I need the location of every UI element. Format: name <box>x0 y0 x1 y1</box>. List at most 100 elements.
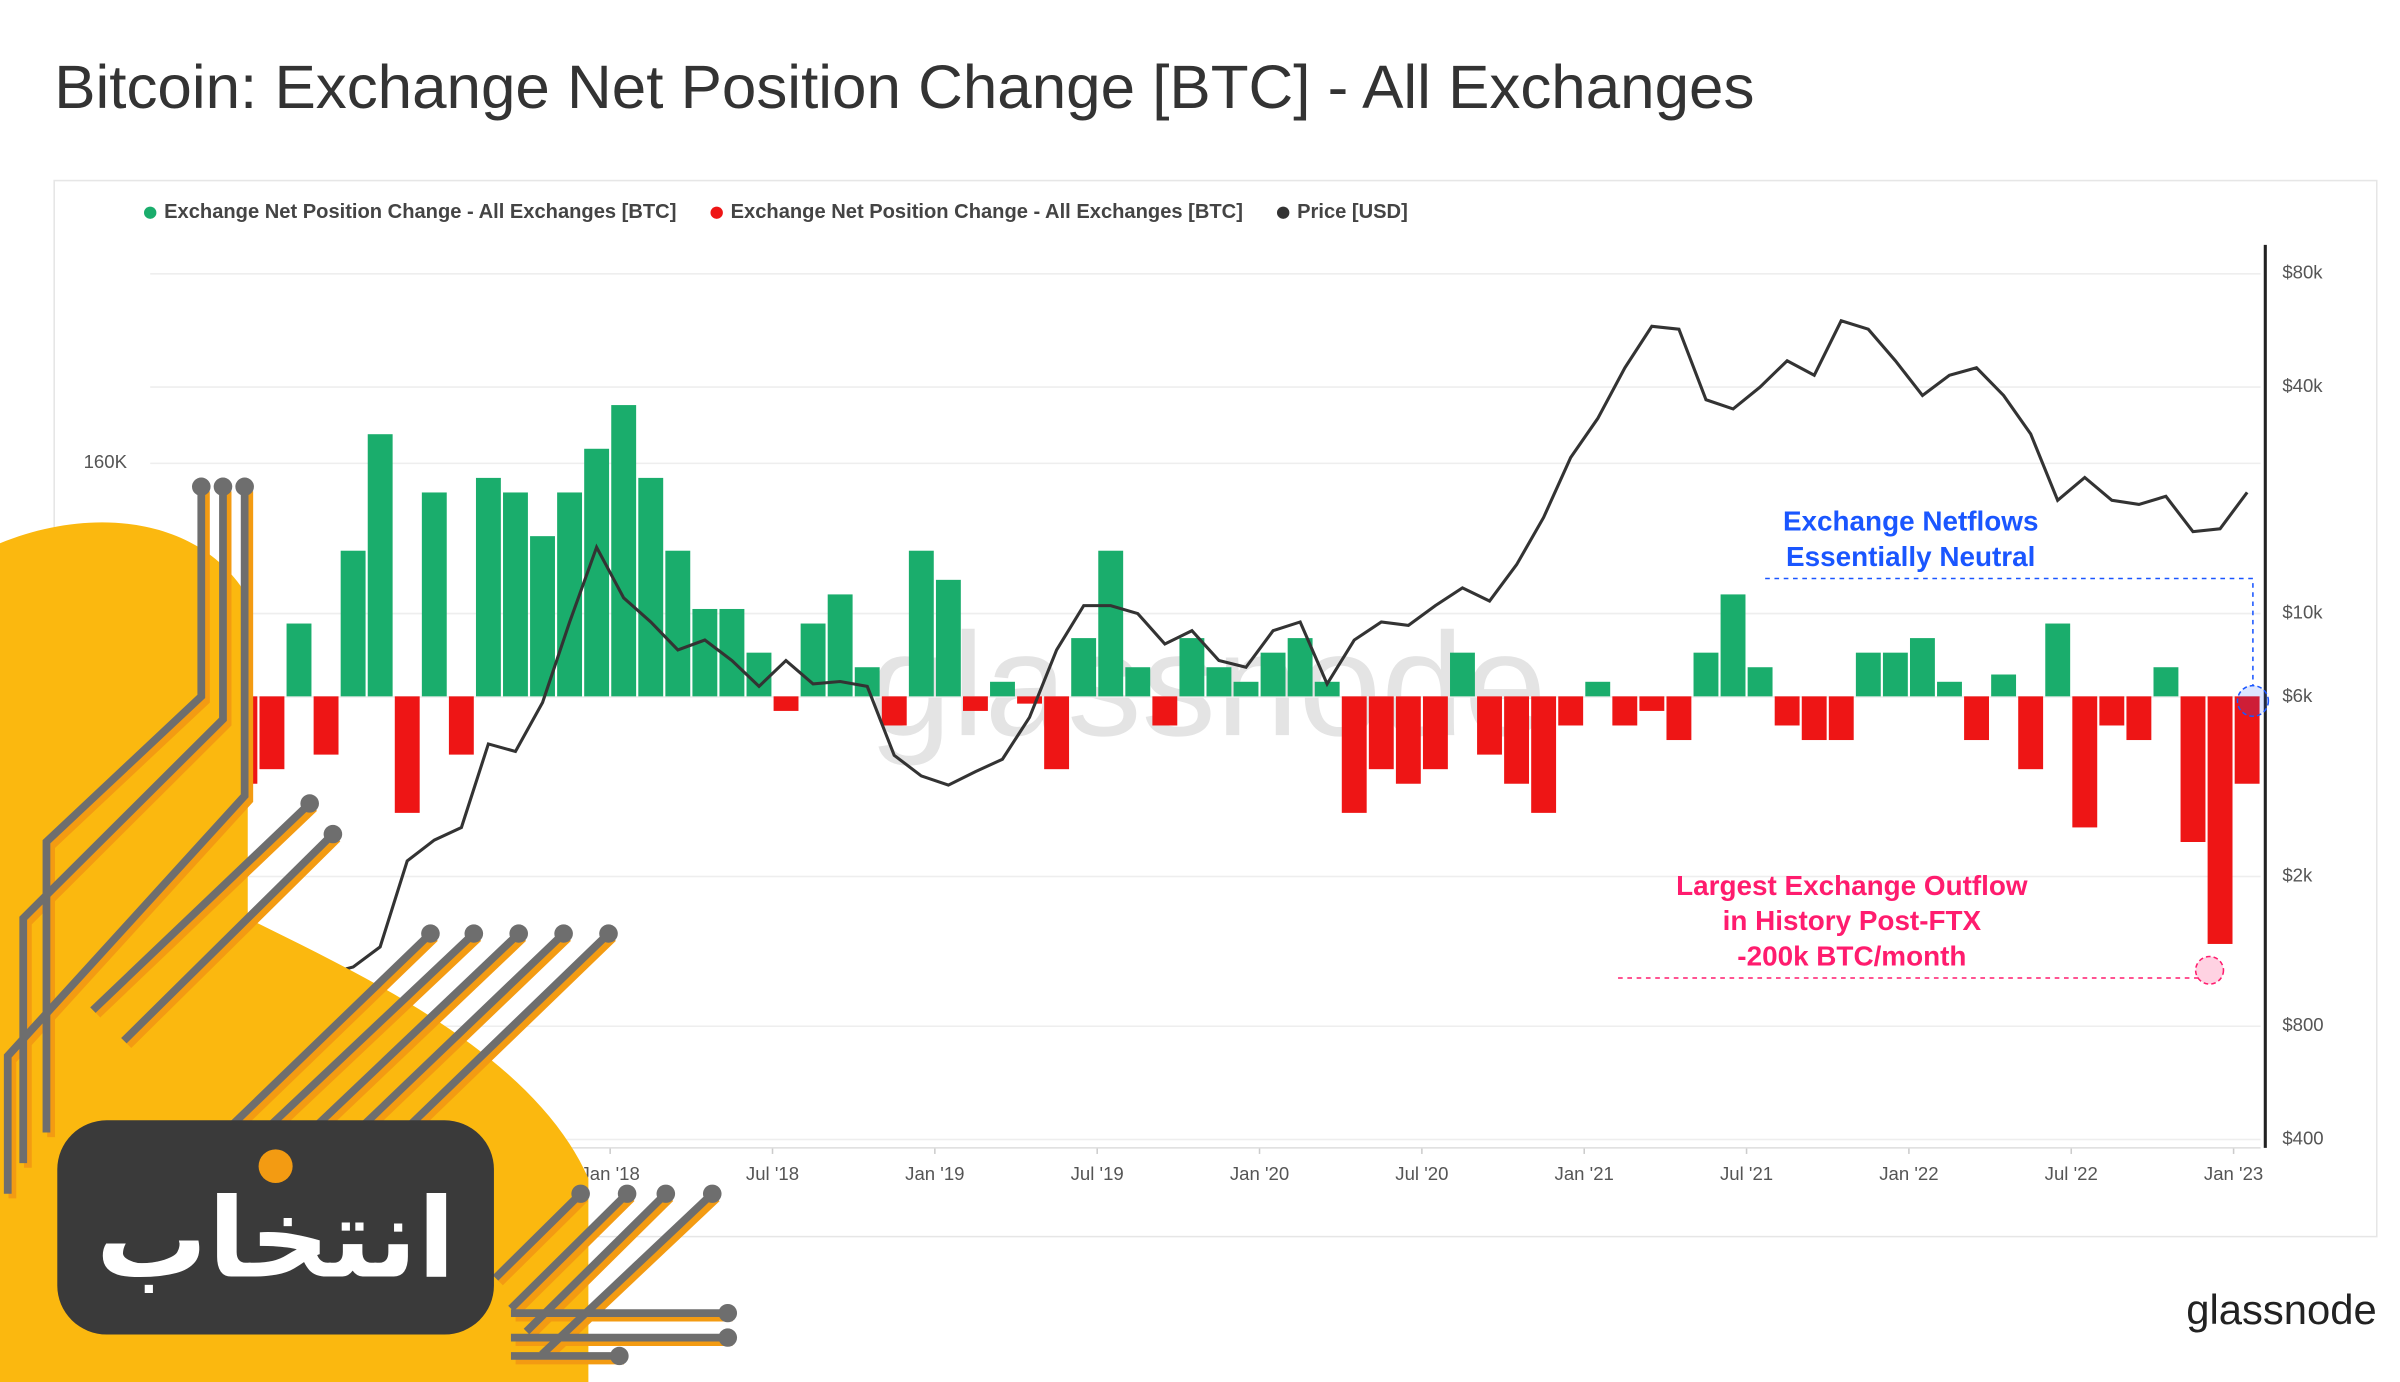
bar <box>2018 696 2044 770</box>
x-tick-label: Jan '20 <box>1230 1163 1289 1184</box>
bar <box>1531 696 1557 813</box>
bar <box>1991 674 2017 697</box>
bar <box>1855 652 1881 697</box>
bar <box>1558 696 1584 726</box>
bar <box>2153 667 2179 697</box>
bar <box>935 579 961 697</box>
bar <box>908 550 934 697</box>
bar <box>1585 681 1611 697</box>
y2-tick-label: $40k <box>2282 375 2323 396</box>
bar <box>1477 696 1502 755</box>
bar <box>1098 550 1124 697</box>
bar <box>1179 638 1205 697</box>
annotation-marker <box>2194 955 2225 985</box>
overlay-coin <box>258 1149 293 1184</box>
bar <box>611 405 637 697</box>
bar <box>2099 696 2125 726</box>
bar <box>638 477 664 697</box>
x-tick-label: Jul '20 <box>1395 1163 1448 1184</box>
x-tick-label: Jan '23 <box>2204 1163 2263 1184</box>
annotation: Essentially Neutral <box>1786 541 2035 572</box>
x-tick-label: Jul '19 <box>1071 1163 1124 1184</box>
legend-label: Exchange Net Position Change - All Excha… <box>164 201 676 223</box>
bar <box>286 623 312 697</box>
legend-swatch <box>710 206 723 219</box>
x-tick-label: Jul '22 <box>2045 1163 2098 1184</box>
bar <box>1828 696 1854 741</box>
bar <box>2072 696 2098 828</box>
bar <box>990 681 1015 697</box>
bar <box>421 492 447 697</box>
bar <box>448 696 474 755</box>
bar <box>1368 696 1394 770</box>
bar <box>1071 638 1097 697</box>
bar <box>665 550 691 697</box>
x-tick-label: Jan '18 <box>581 1163 640 1184</box>
x-tick-label: Jan '22 <box>1879 1163 1938 1184</box>
y2-tick-label: $2k <box>2282 864 2313 885</box>
bar <box>1395 696 1421 784</box>
legend-label: Exchange Net Position Change - All Excha… <box>731 201 1243 223</box>
bar <box>1422 696 1448 770</box>
bar <box>2045 623 2071 697</box>
bar <box>1720 594 1746 697</box>
bar <box>1747 667 1773 697</box>
bar <box>1450 652 1475 697</box>
legend-swatch <box>1276 206 1290 219</box>
bar <box>1260 652 1286 697</box>
bar <box>773 696 799 711</box>
bar <box>827 594 853 697</box>
bar <box>2126 696 2152 741</box>
bar <box>259 696 285 770</box>
legend-swatch <box>144 206 157 219</box>
bar <box>692 608 718 697</box>
bar <box>2180 696 2206 842</box>
brand-logo: glassnode <box>2186 1286 2377 1333</box>
bar <box>1612 696 1638 726</box>
bar <box>394 696 420 813</box>
y2-tick-label: $10k <box>2282 601 2323 622</box>
bar <box>1044 696 1070 770</box>
x-tick-label: Jul '21 <box>1720 1163 1773 1184</box>
bar <box>1909 638 1935 697</box>
bar <box>1125 667 1151 697</box>
bar <box>1774 696 1800 726</box>
bar <box>1504 696 1530 784</box>
x-tick-label: Jan '19 <box>905 1163 964 1184</box>
bar <box>1693 652 1719 697</box>
annotation: -200k BTC/month <box>1737 940 1966 971</box>
overlay-nodes <box>192 477 738 1366</box>
bar <box>1964 696 1989 741</box>
bar <box>1937 681 1962 697</box>
plot-area: $80k $40k $10k $6k $2k $800 $400 160K Jan '18 Jul… <box>84 201 2324 1184</box>
legend-label: Price [USD] <box>1297 201 1408 223</box>
bar <box>962 696 988 711</box>
annotation: Largest Exchange Outflow <box>1676 870 2028 901</box>
bar <box>1206 667 1232 697</box>
y2-tick-label: $80k <box>2282 262 2323 283</box>
y2-tick-label: $800 <box>2282 1014 2323 1035</box>
bar <box>1233 681 1259 697</box>
y-tick-label: 160K <box>84 451 128 472</box>
bar <box>1287 638 1313 697</box>
overlay-circuit-shadow <box>8 491 733 1365</box>
annotation: Exchange Netflows <box>1783 506 2038 537</box>
chart-title: Bitcoin: Exchange Net Position Change [B… <box>54 53 1754 122</box>
bar <box>530 536 555 697</box>
x-tick-label: Jan '21 <box>1555 1163 1614 1184</box>
bar <box>1314 681 1340 697</box>
y2-tick-label: $400 <box>2282 1127 2323 1148</box>
bar <box>1639 696 1665 711</box>
bar <box>557 492 583 697</box>
bar <box>313 696 339 755</box>
bar <box>1017 696 1042 704</box>
bar <box>503 492 528 697</box>
overlay-circuit <box>3 486 728 1360</box>
bar <box>1341 696 1367 813</box>
bar <box>1801 696 1827 741</box>
bar <box>367 434 393 697</box>
bar <box>1666 696 1692 741</box>
bar <box>881 696 907 726</box>
